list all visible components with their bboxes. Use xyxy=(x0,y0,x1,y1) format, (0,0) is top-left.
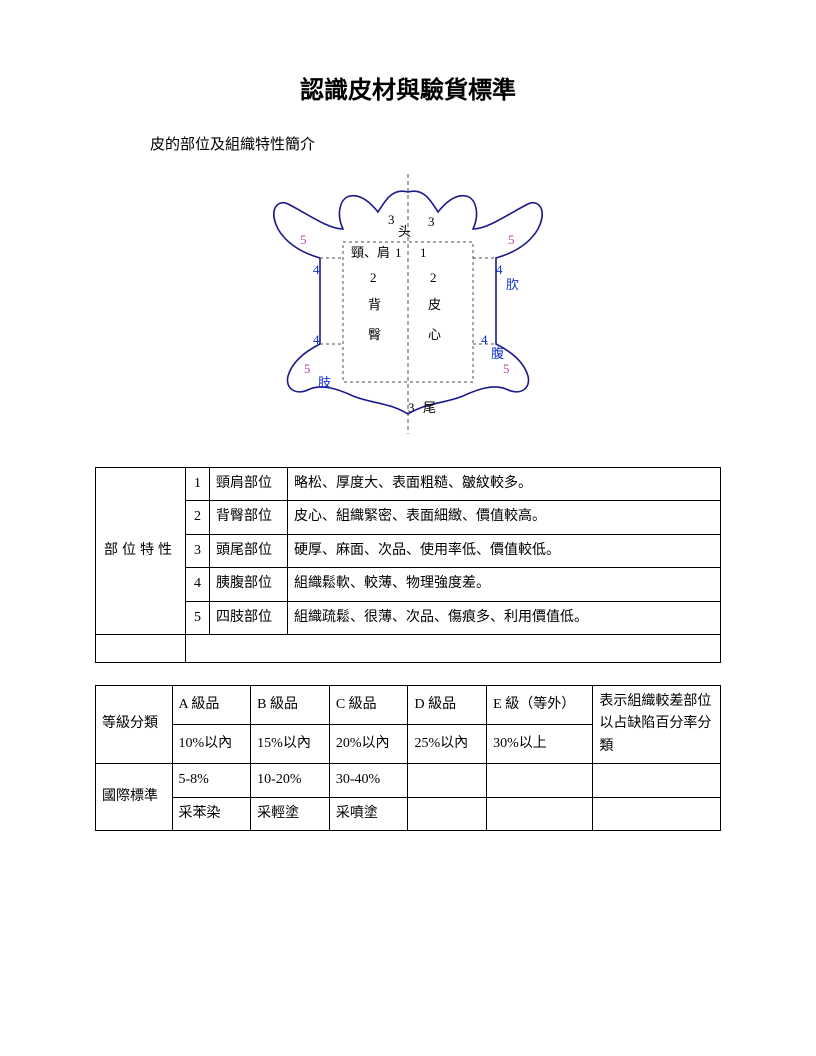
std-cell xyxy=(593,797,721,830)
row-part: 胰腹部位 xyxy=(210,568,288,601)
svg-text:臀: 臀 xyxy=(368,327,381,342)
svg-text:腹: 腹 xyxy=(491,346,504,361)
svg-text:4: 4 xyxy=(481,332,488,347)
grade-value: 25%以內 xyxy=(408,725,487,764)
grade-header: A 級品 xyxy=(172,685,251,724)
grade-header: B 級品 xyxy=(251,685,330,724)
svg-text:4: 4 xyxy=(496,262,503,277)
row-num: 4 xyxy=(186,568,210,601)
svg-text:头: 头 xyxy=(398,224,411,239)
std-cell xyxy=(408,764,487,797)
svg-text:肷: 肷 xyxy=(506,277,519,292)
svg-text:2: 2 xyxy=(430,270,437,285)
table-row: 采苯染 采輕塗 采噴塗 xyxy=(96,797,721,830)
empty-cell xyxy=(186,634,721,662)
table-row: 3 頭尾部位 硬厚、麻面、次品、使用率低、價值較低。 xyxy=(96,534,721,567)
parts-table-label: 部位特性 xyxy=(96,468,186,635)
svg-text:心: 心 xyxy=(428,327,441,342)
grade-value: 10%以內 xyxy=(172,725,251,764)
row-num: 2 xyxy=(186,501,210,534)
row-part: 頸肩部位 xyxy=(210,468,288,501)
svg-text:5: 5 xyxy=(508,232,515,247)
table-row: 部位特性 1 頸肩部位 略松、厚度大、表面粗糙、皺紋較多。 xyxy=(96,468,721,501)
std-cell: 采輕塗 xyxy=(251,797,330,830)
std-cell: 10-20% xyxy=(251,764,330,797)
hide-diagram-svg: 3 3 头 頸、肩 1 1 2 2 背 皮 臀 心 3 尾 5 5 5 5 4 … xyxy=(238,174,578,434)
std-cell xyxy=(593,764,721,797)
table-row: 等級分類 A 級品 B 級品 C 級品 D 級品 E 級（等外） 表示組織較差部… xyxy=(96,685,721,724)
row-desc: 硬厚、麻面、次品、使用率低、價值較低。 xyxy=(288,534,721,567)
grade-header: E 級（等外） xyxy=(487,685,593,724)
table-row: 4 胰腹部位 組織鬆軟、較薄、物理強度差。 xyxy=(96,568,721,601)
std-cell: 采苯染 xyxy=(172,797,251,830)
row-part: 頭尾部位 xyxy=(210,534,288,567)
row-num: 3 xyxy=(186,534,210,567)
std-cell: 5-8% xyxy=(172,764,251,797)
svg-text:5: 5 xyxy=(503,361,510,376)
grade-label: 等級分類 xyxy=(96,685,173,763)
parts-table: 部位特性 1 頸肩部位 略松、厚度大、表面粗糙、皺紋較多。 2 背臀部位 皮心、… xyxy=(95,467,721,663)
table-row: 國際標準 5-8% 10-20% 30-40% xyxy=(96,764,721,797)
svg-text:尾: 尾 xyxy=(423,400,436,415)
std-cell xyxy=(487,764,593,797)
row-part: 背臀部位 xyxy=(210,501,288,534)
grade-value: 20%以內 xyxy=(329,725,408,764)
svg-text:皮: 皮 xyxy=(428,297,441,312)
row-desc: 組織鬆軟、較薄、物理強度差。 xyxy=(288,568,721,601)
table-row-empty xyxy=(96,634,721,662)
grade-value: 15%以內 xyxy=(251,725,330,764)
svg-text:4: 4 xyxy=(313,332,320,347)
std-cell: 采噴塗 xyxy=(329,797,408,830)
svg-text:5: 5 xyxy=(304,361,311,376)
svg-text:1: 1 xyxy=(395,245,402,260)
row-part: 四肢部位 xyxy=(210,601,288,634)
grade-value: 30%以上 xyxy=(487,725,593,764)
row-desc: 皮心、組織緊密、表面細緻、價值較高。 xyxy=(288,501,721,534)
table-row: 5 四肢部位 組織疏鬆、很薄、次品、傷痕多、利用價值低。 xyxy=(96,601,721,634)
std-label: 國際標準 xyxy=(96,764,173,831)
svg-text:1: 1 xyxy=(420,245,427,260)
row-num: 5 xyxy=(186,601,210,634)
grade-table: 等級分類 A 級品 B 級品 C 級品 D 級品 E 級（等外） 表示組織較差部… xyxy=(95,685,721,831)
grade-header: C 級品 xyxy=(329,685,408,724)
svg-text:3: 3 xyxy=(428,214,435,229)
std-cell: 30-40% xyxy=(329,764,408,797)
grade-note: 表示組織較差部位以占缺陷百分率分類 xyxy=(593,685,721,763)
row-desc: 組織疏鬆、很薄、次品、傷痕多、利用價值低。 xyxy=(288,601,721,634)
svg-text:2: 2 xyxy=(370,270,377,285)
hide-diagram: 3 3 头 頸、肩 1 1 2 2 背 皮 臀 心 3 尾 5 5 5 5 4 … xyxy=(95,174,721,439)
grade-header: D 級品 xyxy=(408,685,487,724)
page-subtitle: 皮的部位及組織特性簡介 xyxy=(150,133,721,154)
empty-cell xyxy=(96,634,186,662)
std-cell xyxy=(487,797,593,830)
svg-text:背: 背 xyxy=(368,297,381,312)
svg-text:頸、肩: 頸、肩 xyxy=(351,245,390,260)
svg-text:肢: 肢 xyxy=(318,375,331,390)
svg-text:3: 3 xyxy=(388,212,395,227)
svg-text:5: 5 xyxy=(300,232,307,247)
svg-text:3: 3 xyxy=(408,400,415,415)
svg-text:4: 4 xyxy=(313,262,320,277)
table-row: 2 背臀部位 皮心、組織緊密、表面細緻、價值較高。 xyxy=(96,501,721,534)
page-title: 認識皮材與驗貨標準 xyxy=(95,70,721,105)
std-cell xyxy=(408,797,487,830)
row-num: 1 xyxy=(186,468,210,501)
row-desc: 略松、厚度大、表面粗糙、皺紋較多。 xyxy=(288,468,721,501)
